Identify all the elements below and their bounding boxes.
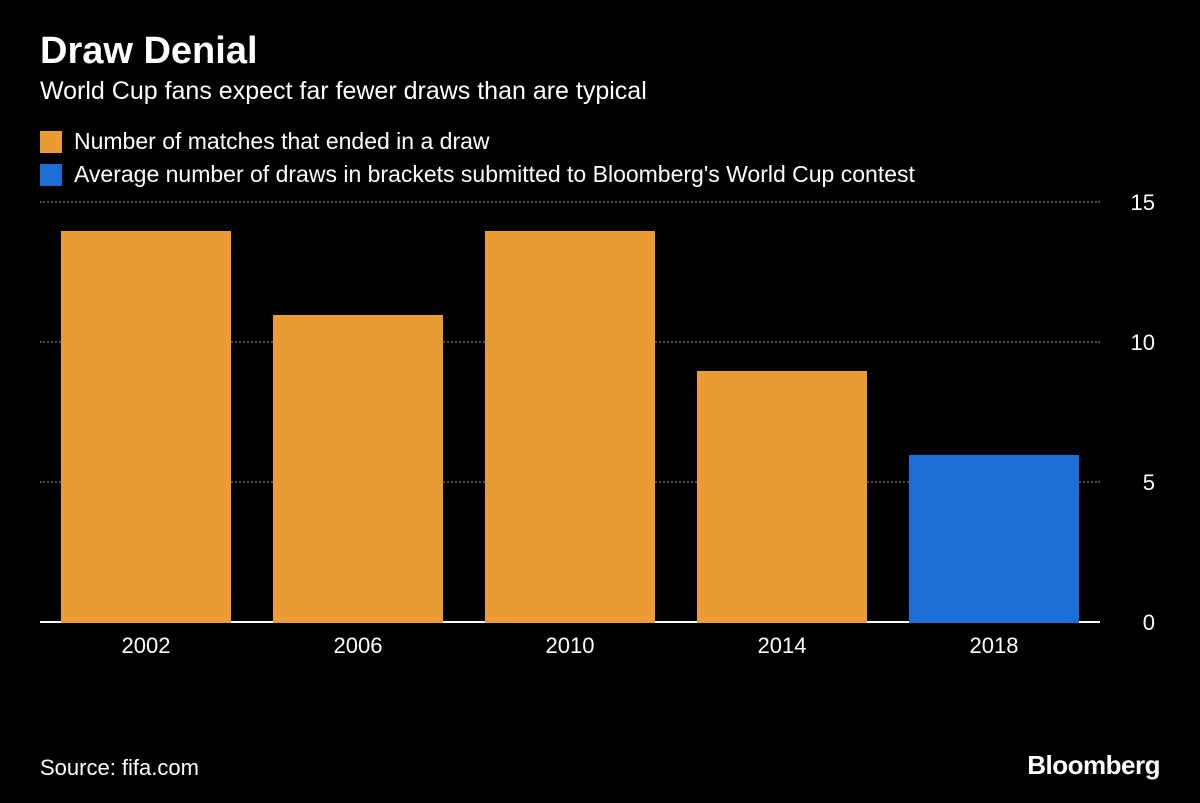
bar-slot <box>464 203 676 623</box>
brand-logo: Bloomberg <box>1027 750 1160 781</box>
x-tick-label: 2018 <box>888 623 1100 663</box>
bar <box>697 371 867 623</box>
legend-label: Number of matches that ended in a draw <box>74 128 490 155</box>
legend-item: Average number of draws in brackets subm… <box>40 161 1160 188</box>
legend: Number of matches that ended in a draw A… <box>40 128 1160 188</box>
bar <box>273 315 443 623</box>
bar-slot <box>252 203 464 623</box>
x-tick-label: 2010 <box>464 623 676 663</box>
y-tick-label: 10 <box>1110 330 1155 356</box>
source-text: Source: fifa.com <box>40 755 199 781</box>
bar <box>909 455 1079 623</box>
legend-swatch <box>40 164 62 186</box>
x-axis-labels: 2002 2006 2010 2014 2018 <box>40 623 1100 663</box>
chart-footer: Source: fifa.com Bloomberg <box>40 750 1160 781</box>
chart-plot: 15 10 5 0 <box>40 203 1160 663</box>
legend-item: Number of matches that ended in a draw <box>40 128 1160 155</box>
legend-swatch <box>40 131 62 153</box>
x-tick-label: 2014 <box>676 623 888 663</box>
y-tick-label: 0 <box>1110 610 1155 636</box>
chart-area: 15 10 5 0 <box>40 203 1100 623</box>
x-tick-label: 2006 <box>252 623 464 663</box>
chart-subtitle: World Cup fans expect far fewer draws th… <box>40 77 1160 106</box>
bar-slot <box>40 203 252 623</box>
bar-slot <box>676 203 888 623</box>
chart-title: Draw Denial <box>40 30 1160 73</box>
bar <box>61 231 231 623</box>
y-tick-label: 5 <box>1110 470 1155 496</box>
bar <box>485 231 655 623</box>
x-tick-label: 2002 <box>40 623 252 663</box>
bars-group <box>40 203 1100 623</box>
bar-slot <box>888 203 1100 623</box>
y-tick-label: 15 <box>1110 190 1155 216</box>
legend-label: Average number of draws in brackets subm… <box>74 161 915 188</box>
chart-container: Draw Denial World Cup fans expect far fe… <box>0 0 1200 803</box>
